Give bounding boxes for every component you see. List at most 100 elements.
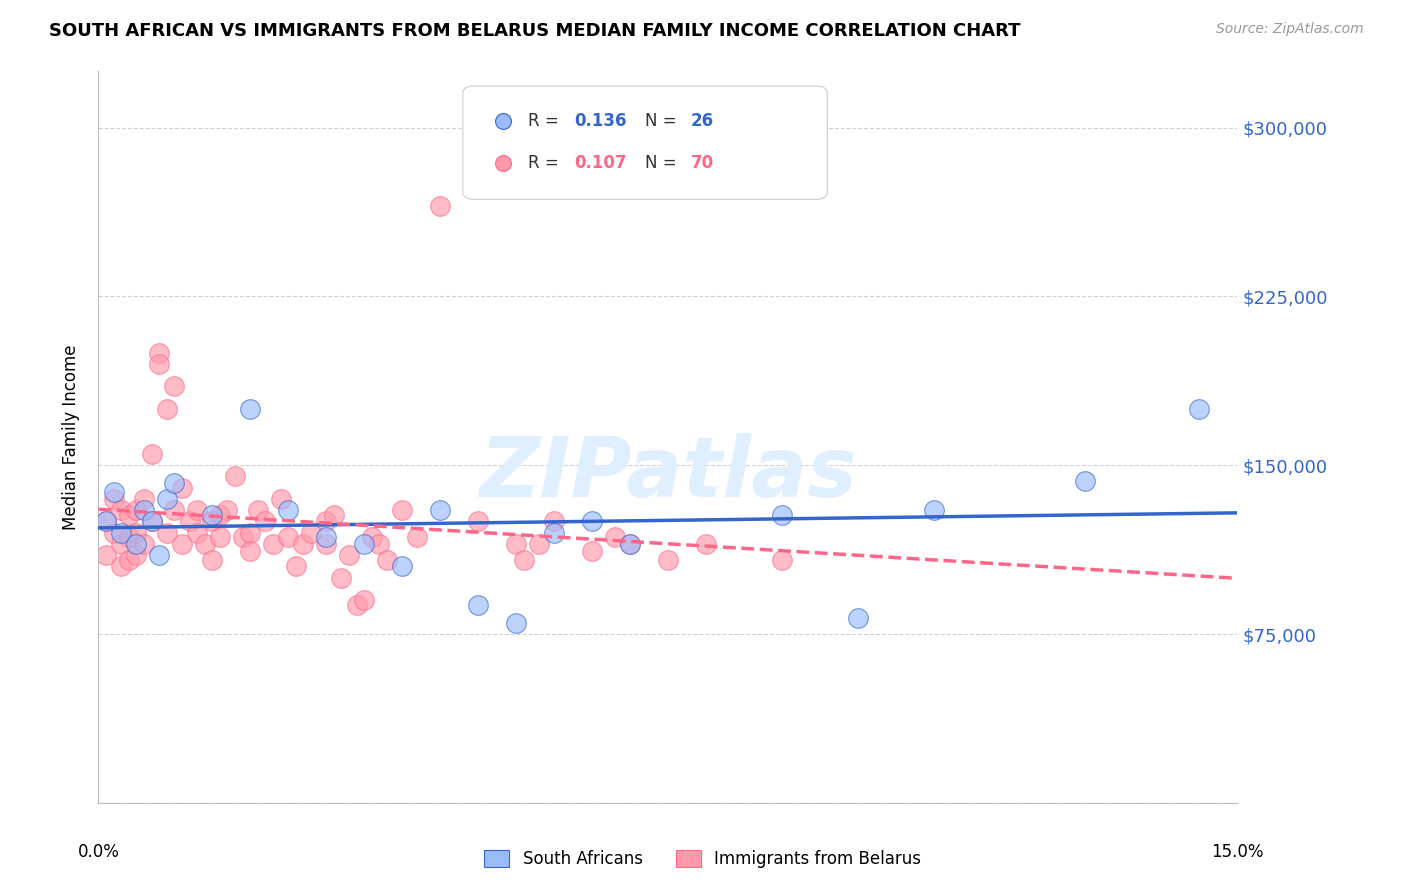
Point [246,503,269,517]
Point [110,503,132,517]
Point [391,559,413,574]
Text: 15.0%: 15.0% [1211,843,1264,862]
Point [239,401,262,416]
Point [148,357,170,371]
Point [110,537,132,551]
Point [346,598,368,612]
Point [156,401,179,416]
Point [299,525,322,540]
Point [922,503,945,517]
Point [353,593,375,607]
Point [125,503,148,517]
Point [391,503,413,517]
Point [141,447,163,461]
Point [110,559,132,574]
Point [118,553,141,567]
Point [94,515,117,529]
Point [770,553,793,567]
Point [292,537,315,551]
Point [1188,401,1211,416]
Point [277,530,299,544]
Point [217,503,239,517]
Text: SOUTH AFRICAN VS IMMIGRANTS FROM BELARUS MEDIAN FAMILY INCOME CORRELATION CHART: SOUTH AFRICAN VS IMMIGRANTS FROM BELARUS… [49,22,1021,40]
Point [201,553,224,567]
Point [353,537,375,551]
Point [94,548,117,562]
Point [208,508,231,522]
Text: R =: R = [527,112,564,130]
Point [695,537,717,551]
Point [770,508,793,522]
Point [543,525,565,540]
Point [429,503,451,517]
Point [163,503,186,517]
Point [315,530,337,544]
Point [141,515,163,529]
Point [125,537,148,551]
Point [254,515,277,529]
Point [170,537,193,551]
Text: ZIPatlas: ZIPatlas [479,434,856,514]
Y-axis label: Median Family Income: Median Family Income [62,344,80,530]
Point [337,548,360,562]
Text: 0.107: 0.107 [575,153,627,172]
Text: 70: 70 [690,153,714,172]
Text: 0.136: 0.136 [575,112,627,130]
Point [163,476,186,491]
Point [619,537,641,551]
Point [208,530,231,544]
Point [170,481,193,495]
Point [315,515,337,529]
Point [322,508,344,522]
Point [186,503,208,517]
Point [429,199,451,213]
Point [505,615,527,630]
Point [467,515,489,529]
Text: 0.0%: 0.0% [77,843,120,862]
Text: N =: N = [645,112,682,130]
Point [406,530,429,544]
Point [581,515,603,529]
Point [505,537,527,551]
Point [148,548,170,562]
Text: R =: R = [527,153,564,172]
Point [270,491,292,506]
Point [148,345,170,359]
Point [125,525,148,540]
Point [657,553,679,567]
Point [603,530,626,544]
Point [315,537,337,551]
Point [284,559,307,574]
Point [132,491,155,506]
Point [118,508,141,522]
Point [277,503,299,517]
Point [201,515,224,529]
Point [368,537,391,551]
Text: Source: ZipAtlas.com: Source: ZipAtlas.com [1216,22,1364,37]
Point [118,530,141,544]
Point [527,537,550,551]
Point [103,491,125,506]
Point [103,525,125,540]
Point [581,543,603,558]
Point [179,515,201,529]
Point [125,548,148,562]
Point [224,469,246,483]
Point [156,525,179,540]
Point [360,530,382,544]
Point [141,515,163,529]
Point [846,611,869,625]
Point [1074,474,1097,488]
Point [201,508,224,522]
Point [467,598,489,612]
Point [232,530,254,544]
Point [132,503,155,517]
Point [132,537,155,551]
Point [156,491,179,506]
Point [239,543,262,558]
Point [163,379,186,393]
Point [186,525,208,540]
Point [94,515,117,529]
Text: N =: N = [645,153,682,172]
Legend: South Africans, Immigrants from Belarus: South Africans, Immigrants from Belarus [478,843,928,875]
